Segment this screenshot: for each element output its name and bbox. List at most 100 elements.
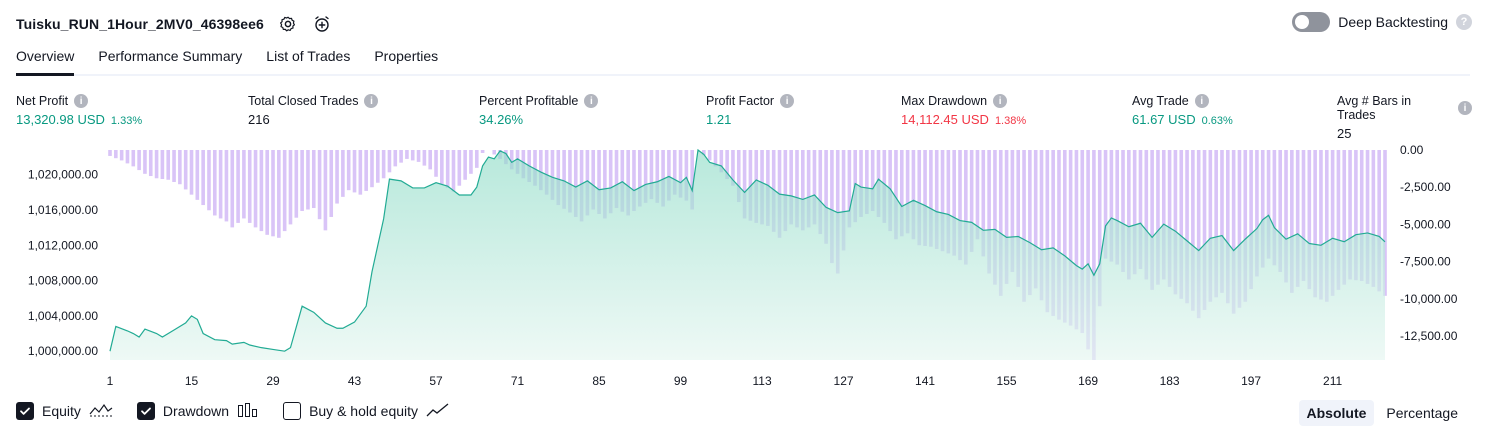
settings-icon[interactable] [278,14,298,34]
drawdown-bar [492,150,497,155]
drawdown-bar [259,150,264,232]
equity-tick-label: 1,020,000.00 [28,168,98,182]
drawdown-bar [230,150,235,228]
metric-profit-factor: Profit Factor i 1.21 [706,94,795,127]
add-alert-icon[interactable] [312,14,332,34]
drawdown-bar [242,150,246,219]
legend-equity[interactable]: Equity [16,402,113,420]
drawdown-bar [795,150,799,228]
drawdown-bar [1161,150,1166,280]
drawdown-bar [288,150,293,225]
drawdown-bar [603,150,607,219]
drawdown-bar [1173,150,1178,295]
drawdown-bar [1231,150,1236,314]
metric-net-profit: Net Profit i 13,320.98 USD 1.33% [16,94,142,127]
drawdown-bar [1144,150,1149,280]
drawdown-bar [195,150,200,200]
drawdown-bar [218,150,223,219]
metric-value: 1.21 [706,112,732,127]
drawdown-bar [707,150,712,161]
drawdown-bar [731,150,735,186]
drawdown-bar [393,150,398,167]
drawdown-bar [1051,150,1055,316]
trade-number-tick-label: 15 [185,374,199,388]
metric-value: 14,112.45 USD [901,112,989,127]
drawdown-bar [253,150,258,228]
deep-backtesting-control: Deep Backtesting ? [1292,12,1472,32]
drawdown-bar [969,150,974,252]
info-icon[interactable]: i [74,94,89,108]
drawdown-bar [474,150,479,168]
equity-tick-label: 1,012,000.00 [28,238,98,252]
drawdown-bar [1039,150,1044,301]
absolute-button[interactable]: Absolute [1298,400,1375,426]
deep-backtesting-toggle[interactable] [1292,12,1331,32]
drawdown-checkbox[interactable] [136,402,155,420]
info-icon[interactable]: i [1194,94,1209,108]
tab-properties[interactable]: Properties [374,48,439,64]
info-icon[interactable]: i [584,94,599,108]
drawdown-bar [469,150,473,174]
info-icon[interactable]: i [1458,101,1472,115]
metric-percent: 1.38% [994,115,1027,127]
drawdown-bar [463,150,467,180]
tab-performance-summary[interactable]: Performance Summary [98,48,243,64]
drawdown-bar [1237,150,1242,308]
tab-list-of-trades[interactable]: List of Trades [266,48,351,64]
drawdown-bar [247,150,252,223]
metric-label: Net Profit [16,94,69,108]
drawdown-bar [376,150,380,183]
drawdown-bar [1033,150,1038,289]
drawdown-bar [154,150,159,179]
drawdown-bar [870,150,875,212]
drawdown-bar [148,150,153,177]
drawdown-bar [125,150,130,164]
drawdown-bar [591,150,596,210]
drawdown-bar [643,150,648,203]
metric-percent: 0.63% [1201,115,1233,127]
metric-total-closed-trades: Total Closed Trades i 216 [248,94,379,127]
equity-drawdown-chart[interactable]: 1,000,000.00 1,004,000.00 1,008,000.00 1,01… [0,140,1486,396]
drawdown-bar [725,150,729,180]
drawdown-bar [1004,150,1009,284]
help-icon[interactable]: ? [1456,14,1472,30]
metric-percent-profitable: Percent Profitable i 34.26% [479,94,599,127]
drawdown-bar [183,150,188,190]
trade-number-tick-label: 85 [592,374,606,388]
drawdown-bar [632,150,636,212]
trade-number-tick-label: 57 [429,374,443,388]
trade-number-tick-label: 113 [752,374,771,388]
drawdown-bar [300,150,304,212]
info-icon[interactable]: i [993,94,1008,108]
equity-line-icon [89,403,113,420]
drawdown-bar [1260,150,1265,268]
drawdown-bar [894,150,898,240]
drawdown-bar [434,150,438,177]
equity-checkbox[interactable] [16,402,34,420]
drawdown-bar [277,150,281,238]
drawdown-bar [899,150,904,237]
tab-overview[interactable]: Overview [16,48,75,76]
drawdown-bar [789,150,793,225]
metric-label: Max Drawdown [901,94,988,108]
drawdown-bar [1348,150,1352,280]
buy-hold-checkbox[interactable] [283,402,302,420]
drawdown-bar [1249,150,1253,290]
drawdown-bar [783,150,788,232]
info-icon[interactable]: i [364,94,379,108]
metric-label: Total Closed Trades [248,94,359,108]
drawdown-bar [323,150,328,231]
drawdown-bar [137,150,141,171]
drawdown-bar [661,150,665,207]
legend-buy-hold-equity[interactable]: Buy & hold equity [283,402,450,420]
drawdown-bar [923,150,927,246]
drawdown-bar [847,150,852,228]
percentage-button[interactable]: Percentage [1386,405,1458,421]
metrics-row: Net Profit i 13,320.98 USD 1.33% Total Clo… [16,94,1472,141]
drawdown-bar [934,150,939,249]
legend-drawdown[interactable]: Drawdown [136,402,259,420]
drawdown-bar [736,150,741,203]
info-icon[interactable]: i [780,94,795,108]
trade-number-tick-label: 211 [1323,374,1342,388]
trend-line-icon [426,402,450,420]
